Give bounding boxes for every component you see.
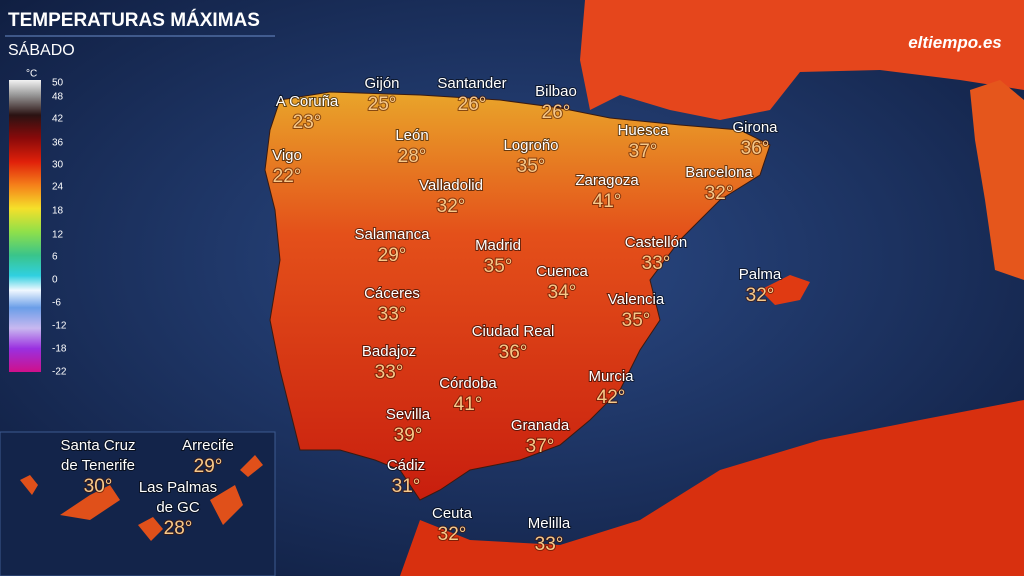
city-name: Vigo [272,147,302,164]
city-temp: 32° [705,183,734,204]
city-name: Logroño [503,137,558,154]
city-name: Zaragoza [575,172,639,189]
legend-tick-label: 24 [52,182,64,193]
legend-tick-label: 50 [52,78,64,89]
legend-tick-label: 0 [52,275,58,286]
city-name: Castellón [625,234,688,251]
city-name: de GC [156,499,200,516]
legend-tick-label: 12 [52,230,64,241]
city-temp: 23° [293,112,322,133]
france-land [580,0,1024,120]
city-temp: 42° [597,387,626,408]
city-name: Ciudad Real [472,323,555,340]
city-temp: 37° [526,436,555,457]
legend-tick-label: 48 [52,92,64,103]
legend-tick-label: -18 [52,344,67,355]
city-name: Murcia [588,368,634,385]
city-name: Las Palmas [139,479,217,496]
city-temp: 33° [375,362,404,383]
city-name: Córdoba [439,375,497,392]
city-name: Arrecife [182,437,234,454]
city-name: Salamanca [354,226,430,243]
city-name: Valladolid [419,177,483,194]
city-name: Girona [732,119,778,136]
city-temp: 37° [629,141,658,162]
city-temp: 41° [454,394,483,415]
legend-tick-label: 36 [52,138,64,149]
city-temp: 25° [368,94,397,115]
city-temp: 29° [378,245,407,266]
city-name: León [395,127,428,144]
city-name: Sevilla [386,406,431,423]
city-name: de Tenerife [61,457,135,474]
city-name: Barcelona [685,164,753,181]
city-temp: 36° [499,342,528,363]
city-name: Cuenca [536,263,588,280]
legend-tick-label: -6 [52,298,61,309]
legend-tick-label: 42 [52,114,64,125]
city-temp: 29° [194,456,223,477]
city-name: Santander [437,75,506,92]
city-temp: 39° [394,425,423,446]
city-name: Ceuta [432,505,473,522]
city-temp: 41° [593,191,622,212]
city-temp: 26° [542,102,571,123]
city-temp: 32° [746,285,775,306]
city-temp: 34° [548,282,577,303]
city-name: Gijón [364,75,399,92]
city-temp: 22° [273,166,302,187]
city-temp: 33° [535,534,564,555]
city-name: Cáceres [364,285,420,302]
legend-unit: °C [26,69,37,80]
city-temp: 35° [517,156,546,177]
city-name: Santa Cruz [60,437,135,454]
city-temp: 28° [398,146,427,167]
city-name: Badajoz [362,343,416,360]
legend-tick-label: 18 [52,206,64,217]
legend-tick-label: 6 [52,252,58,263]
city-name: Bilbao [535,83,577,100]
city-temp: 26° [458,94,487,115]
subtitle: SÁBADO [8,40,75,59]
city-name: Cádiz [387,457,425,474]
iberia-land [264,91,771,501]
city-name: Valencia [608,291,665,308]
mallorca [760,275,810,305]
city-name: A Coruña [276,93,339,110]
city-name: Granada [511,417,570,434]
title: TEMPERATURAS MÁXIMAS [8,9,260,31]
city-temp: 33° [378,304,407,325]
city-name: Melilla [528,515,571,532]
city-temp: 32° [437,196,466,217]
italy-islands [970,80,1024,280]
city-temp: 35° [484,256,513,277]
city-temp: 30° [84,476,113,497]
city-temp: 33° [642,253,671,274]
africa-land [400,400,1024,576]
city-temp: 35° [622,310,651,331]
legend-tick-label: -12 [52,321,67,332]
city-temp: 36° [741,138,770,159]
city-temp: 31° [392,476,421,497]
city-temp: 32° [438,524,467,545]
canary-islands [20,455,263,541]
city-name: Madrid [475,237,521,254]
city-name: Huesca [618,122,670,139]
legend-tick-label: 30 [52,160,64,171]
city-temp: 28° [164,518,193,539]
city-name: Palma [739,266,782,283]
color-scale [9,80,41,372]
legend-tick-label: -22 [52,367,67,378]
logo: eltiempo.es [908,33,1002,52]
